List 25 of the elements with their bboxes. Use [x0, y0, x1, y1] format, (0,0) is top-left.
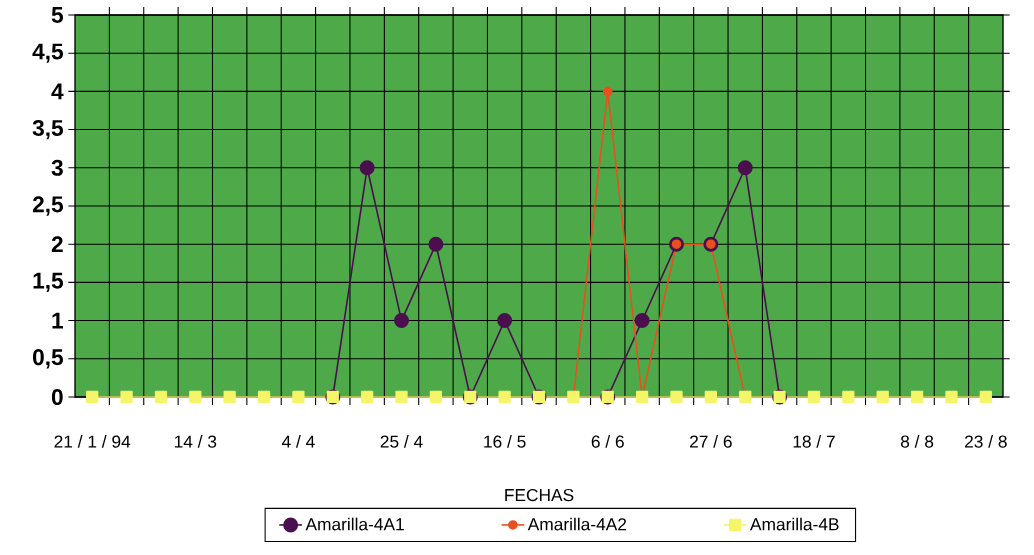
y-tick-label: 0: [51, 388, 63, 406]
legend-label: Amarilla-4A1: [305, 517, 404, 531]
y-tick-label: 4,5: [32, 43, 64, 63]
y-tick-label: 3: [51, 159, 63, 176]
x-tick-label: 4 / 4: [281, 435, 315, 448]
x-axis-title: FECHAS: [505, 488, 574, 502]
x-tick-label: 18 / 7: [793, 435, 835, 448]
y-tick-label: 4: [51, 83, 64, 100]
x-tick-label: 16 / 5: [484, 435, 526, 448]
x-tick-label: 6 / 6: [591, 435, 624, 448]
x-tick-label: 23 / 8: [965, 435, 1007, 448]
legend-label: Amarilla-4B: [750, 517, 839, 531]
x-tick-label: 21 / 1 / 94: [54, 435, 131, 448]
x-tick-label: 27 / 6: [690, 435, 732, 448]
y-tick-label: 1: [52, 312, 64, 329]
y-tick-label: 5: [51, 7, 64, 23]
y-tick-label: 2: [51, 236, 63, 253]
x-tick-label: 25 / 4: [380, 435, 423, 448]
y-tick-label: 0,5: [33, 349, 64, 369]
x-tick-label: 14 / 3: [174, 435, 217, 448]
legend-label: Amarilla-4A2: [527, 517, 627, 531]
x-tick-label: 8 / 8: [900, 435, 934, 448]
y-tick-label: 1,5: [33, 272, 64, 292]
y-tick-label: 2,5: [32, 196, 64, 216]
y-tick-label: 3,5: [32, 119, 64, 140]
